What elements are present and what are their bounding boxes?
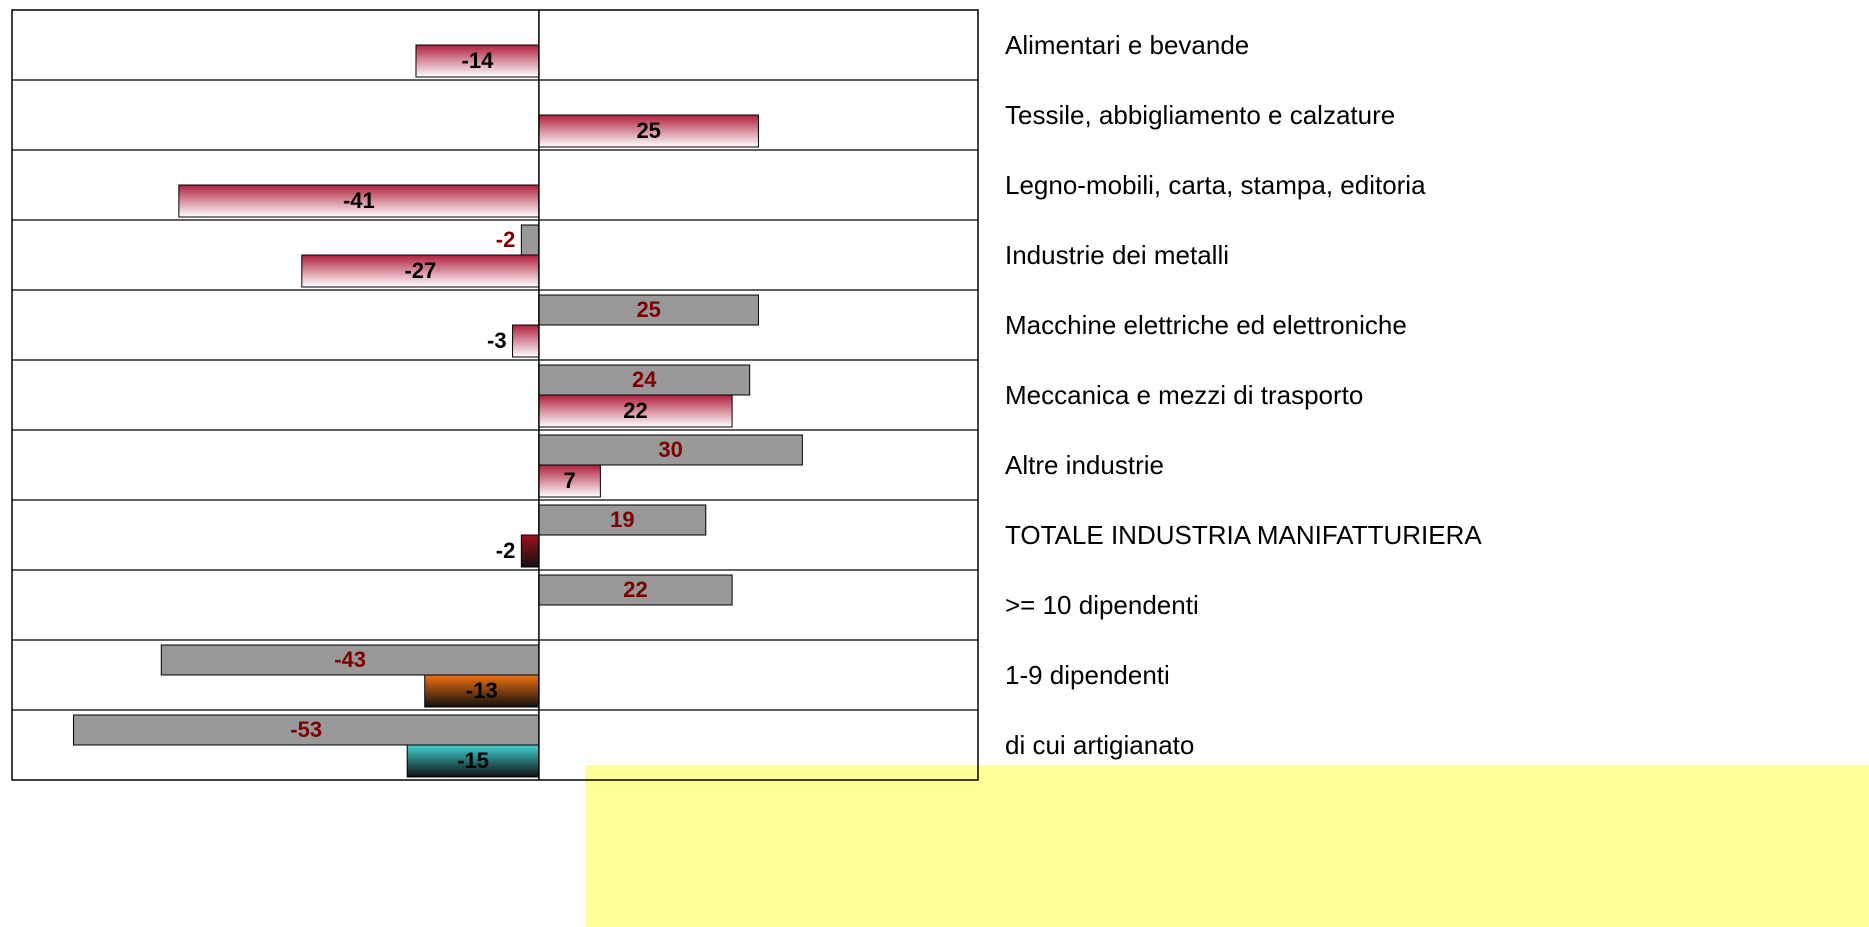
bar xyxy=(406,744,540,778)
bar xyxy=(415,44,540,78)
value-label: -2 xyxy=(496,538,516,563)
value-label: 24 xyxy=(632,367,657,392)
value-label: -14 xyxy=(462,48,495,73)
bar xyxy=(512,324,540,358)
category-label: TOTALE INDUSTRIA MANIFATTURIERA xyxy=(1005,520,1482,550)
value-label: 22 xyxy=(623,398,647,423)
category-label: >= 10 dipendenti xyxy=(1005,590,1199,620)
category-label: di cui artigianato xyxy=(1005,730,1194,760)
bar xyxy=(538,364,751,396)
value-label: 30 xyxy=(658,437,682,462)
value-label: -41 xyxy=(343,188,375,213)
bar xyxy=(301,254,540,288)
value-label: -15 xyxy=(457,748,489,773)
bar xyxy=(538,574,733,606)
category-label: Legno-mobili, carta, stampa, editoria xyxy=(1005,170,1426,200)
value-label: 19 xyxy=(610,507,634,532)
value-label: -2 xyxy=(496,227,516,252)
category-label: Tessile, abbigliamento e calzature xyxy=(1005,100,1395,130)
category-label: Altre industrie xyxy=(1005,450,1164,480)
value-label: 7 xyxy=(564,468,576,493)
note-box xyxy=(585,765,1869,927)
category-label: Industrie dei metalli xyxy=(1005,240,1229,270)
bar xyxy=(538,294,759,326)
bar xyxy=(538,114,759,148)
bar xyxy=(520,534,540,568)
category-label: Macchine elettriche ed elettroniche xyxy=(1005,310,1407,340)
plot-frame xyxy=(11,9,979,781)
category-label: 1-9 dipendenti xyxy=(1005,660,1170,690)
value-label: 22 xyxy=(623,577,647,602)
value-label: 25 xyxy=(636,297,660,322)
value-label: -43 xyxy=(334,647,366,672)
value-label: 25 xyxy=(636,118,660,143)
value-label: -13 xyxy=(466,678,498,703)
bar xyxy=(538,394,733,428)
bar xyxy=(424,674,540,708)
bar xyxy=(538,464,601,498)
value-label: -27 xyxy=(404,258,436,283)
bar xyxy=(538,504,707,536)
bar xyxy=(178,184,540,218)
value-label: -3 xyxy=(487,328,507,353)
category-label: Meccanica e mezzi di trasporto xyxy=(1005,380,1363,410)
value-label: -53 xyxy=(290,717,322,742)
category-label: Alimentari e bevande xyxy=(1005,30,1249,60)
bar xyxy=(520,224,540,256)
